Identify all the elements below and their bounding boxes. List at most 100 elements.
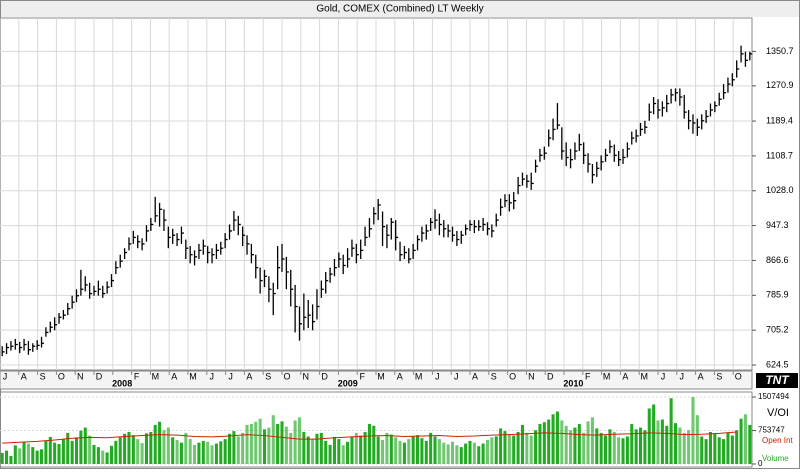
volume-bar: [573, 427, 577, 464]
volume-bar: [569, 430, 573, 464]
volume-bar: [241, 432, 245, 464]
volume-bar: [394, 437, 398, 464]
volume-bar: [302, 432, 306, 464]
volume-bar: [499, 428, 503, 464]
volume-bar: [424, 440, 428, 464]
x-tick-label: S: [491, 371, 497, 381]
volume-bar: [367, 424, 371, 464]
volume-bar: [691, 397, 695, 464]
volume-bar: [114, 440, 118, 464]
x-tick-label: M: [640, 371, 648, 381]
y-tick-label: 866.6: [766, 255, 789, 265]
volume-bar: [289, 432, 293, 464]
volume-bar: [201, 440, 205, 464]
volume-bar: [525, 432, 529, 464]
x-tick-label: N: [528, 371, 535, 381]
volume-bar: [22, 441, 26, 464]
volume-bar: [442, 442, 446, 464]
volume-bar: [595, 428, 599, 464]
volume-bar: [144, 433, 148, 464]
volume-bar: [560, 420, 564, 464]
volume-bar: [249, 424, 253, 464]
volume-bar: [175, 440, 179, 464]
volume-bar: [547, 419, 551, 464]
volume-bar: [739, 418, 743, 464]
volume-bar: [140, 443, 144, 464]
x-tick-label: N: [303, 371, 310, 381]
x-tick-label: D: [96, 371, 103, 381]
volume-bar: [652, 404, 656, 464]
volume-bar: [284, 426, 288, 464]
x-tick-label: F: [359, 371, 365, 381]
volume-bar: [188, 439, 192, 464]
volume-bar: [293, 420, 297, 464]
x-tick-label: M: [189, 371, 197, 381]
volume-bar: [730, 435, 734, 464]
volume-bar: [477, 446, 481, 464]
volume-bar: [520, 424, 524, 464]
volume-bar: [647, 408, 651, 464]
volume-bar: [31, 447, 35, 464]
volume-bar: [57, 443, 61, 464]
volume-bar: [236, 436, 240, 464]
volume-bar: [354, 432, 358, 464]
volume-bar: [267, 427, 271, 464]
volume-bar: [101, 450, 105, 464]
volume-bar: [66, 432, 70, 464]
volume-bar: [179, 442, 183, 464]
volume-bar: [324, 440, 328, 464]
x-tick-label: M: [377, 371, 385, 381]
volume-bar: [105, 452, 109, 464]
volume-bar: [687, 430, 691, 464]
x-tick-label: 2009: [338, 378, 358, 388]
volume-bar: [74, 437, 79, 464]
volume-bar: [485, 440, 490, 464]
x-tick-label: O: [283, 371, 290, 381]
volume-bar: [507, 433, 511, 464]
volume-bar: [276, 424, 280, 464]
x-tick-label: O: [58, 371, 65, 381]
volume-bar: [673, 423, 678, 464]
volume-bar: [337, 439, 341, 464]
volume-bar: [450, 441, 455, 464]
x-tick-label: D: [321, 371, 328, 381]
volume-bar: [118, 437, 122, 464]
volume-bar: [258, 418, 262, 464]
volume-bar: [319, 432, 323, 464]
volume-bar: [735, 430, 739, 464]
volume-bar: [665, 425, 669, 464]
volume-bar: [660, 419, 664, 464]
volume-bar: [88, 435, 92, 464]
volume-bar: [184, 432, 188, 464]
y-tick-label: 1507494: [758, 392, 790, 401]
chart-title: Gold, COMEX (Combined) LT Weekly: [316, 4, 483, 15]
volume-bar: [381, 440, 385, 464]
volume-bar: [232, 431, 236, 464]
x-tick-label: N: [77, 371, 84, 381]
volume-bar: [625, 436, 629, 464]
volume-bar: [328, 444, 332, 464]
volume-bar: [372, 425, 376, 464]
x-tick-label: A: [21, 371, 27, 381]
x-tick-label: J: [661, 371, 666, 381]
volume-bar: [577, 424, 581, 464]
volume-bar: [437, 439, 441, 464]
volume-bar: [555, 411, 559, 464]
y-tick-label: 753747: [758, 426, 785, 435]
x-tick-label: S: [265, 371, 271, 381]
x-tick-label: O: [509, 371, 516, 381]
volume-bar: [630, 424, 634, 464]
volume-bar: [542, 422, 546, 464]
volume-bar: [389, 434, 393, 464]
volume-bar: [446, 444, 450, 464]
x-tick-label: 2008: [112, 378, 132, 388]
title-bar: [1, 1, 799, 17]
y-tick-label: 1270.9: [766, 80, 794, 90]
volume-bar: [332, 436, 336, 464]
x-tick-label: S: [716, 371, 722, 381]
volume-bar: [9, 455, 13, 464]
volume-bar: [398, 440, 402, 464]
volume-bar: [18, 448, 22, 464]
volume-bar: [123, 433, 127, 464]
x-tick-label: A: [397, 371, 403, 381]
